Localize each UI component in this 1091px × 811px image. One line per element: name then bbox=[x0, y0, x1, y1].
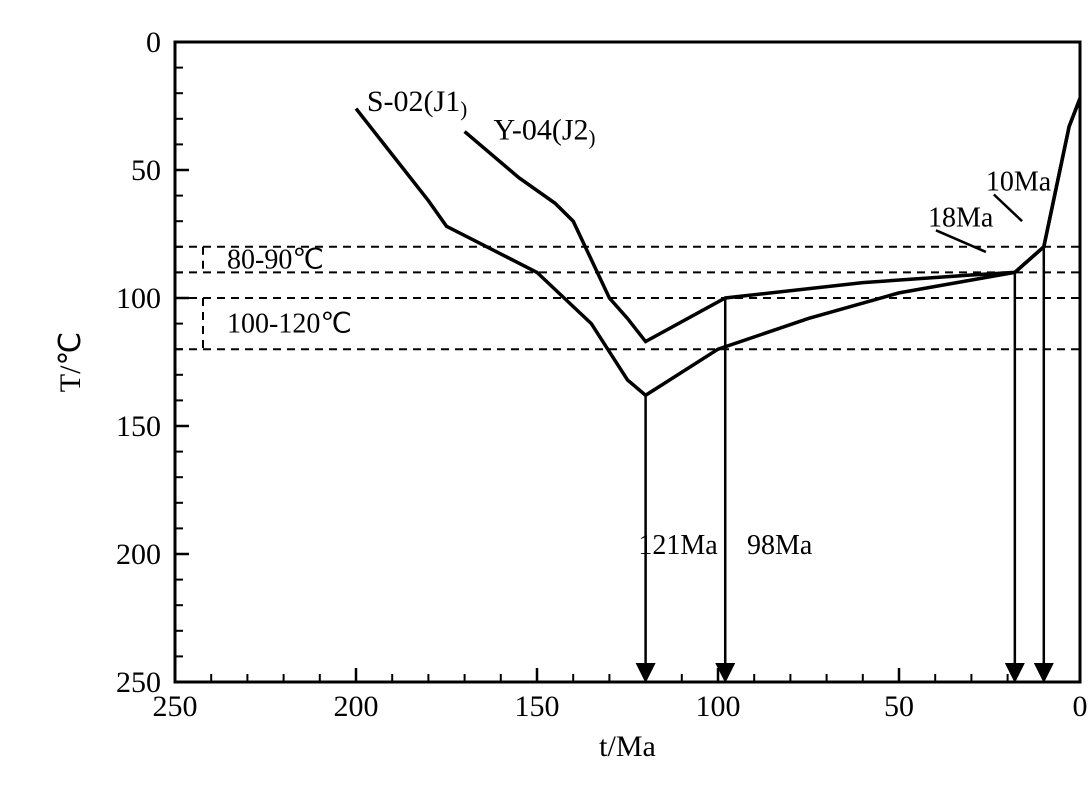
svg-text:100: 100 bbox=[696, 690, 741, 723]
svg-text:98Ma: 98Ma bbox=[747, 530, 813, 561]
svg-text:80-90℃: 80-90℃ bbox=[227, 245, 324, 276]
svg-text:Y-04(J2): Y-04(J2) bbox=[494, 113, 596, 149]
svg-text:0: 0 bbox=[146, 26, 161, 59]
svg-text:T/℃: T/℃ bbox=[54, 332, 87, 392]
svg-text:50: 50 bbox=[884, 690, 914, 723]
svg-text:200: 200 bbox=[334, 690, 379, 723]
thermal-history-chart: 050100150200250050100150200250t/MaT/℃80-… bbox=[20, 20, 1091, 791]
svg-text:10Ma: 10Ma bbox=[986, 166, 1052, 197]
svg-text:t/Ma: t/Ma bbox=[599, 730, 656, 763]
svg-text:200: 200 bbox=[116, 538, 161, 571]
svg-text:50: 50 bbox=[131, 154, 161, 187]
svg-text:150: 150 bbox=[515, 690, 560, 723]
svg-text:100: 100 bbox=[116, 282, 161, 315]
svg-text:0: 0 bbox=[1073, 690, 1088, 723]
svg-text:18Ma: 18Ma bbox=[928, 202, 994, 233]
svg-text:S-02(J1): S-02(J1) bbox=[367, 85, 467, 121]
svg-text:250: 250 bbox=[116, 666, 161, 699]
svg-text:121Ma: 121Ma bbox=[638, 530, 718, 561]
svg-text:150: 150 bbox=[116, 410, 161, 443]
svg-text:100-120℃: 100-120℃ bbox=[227, 309, 352, 340]
